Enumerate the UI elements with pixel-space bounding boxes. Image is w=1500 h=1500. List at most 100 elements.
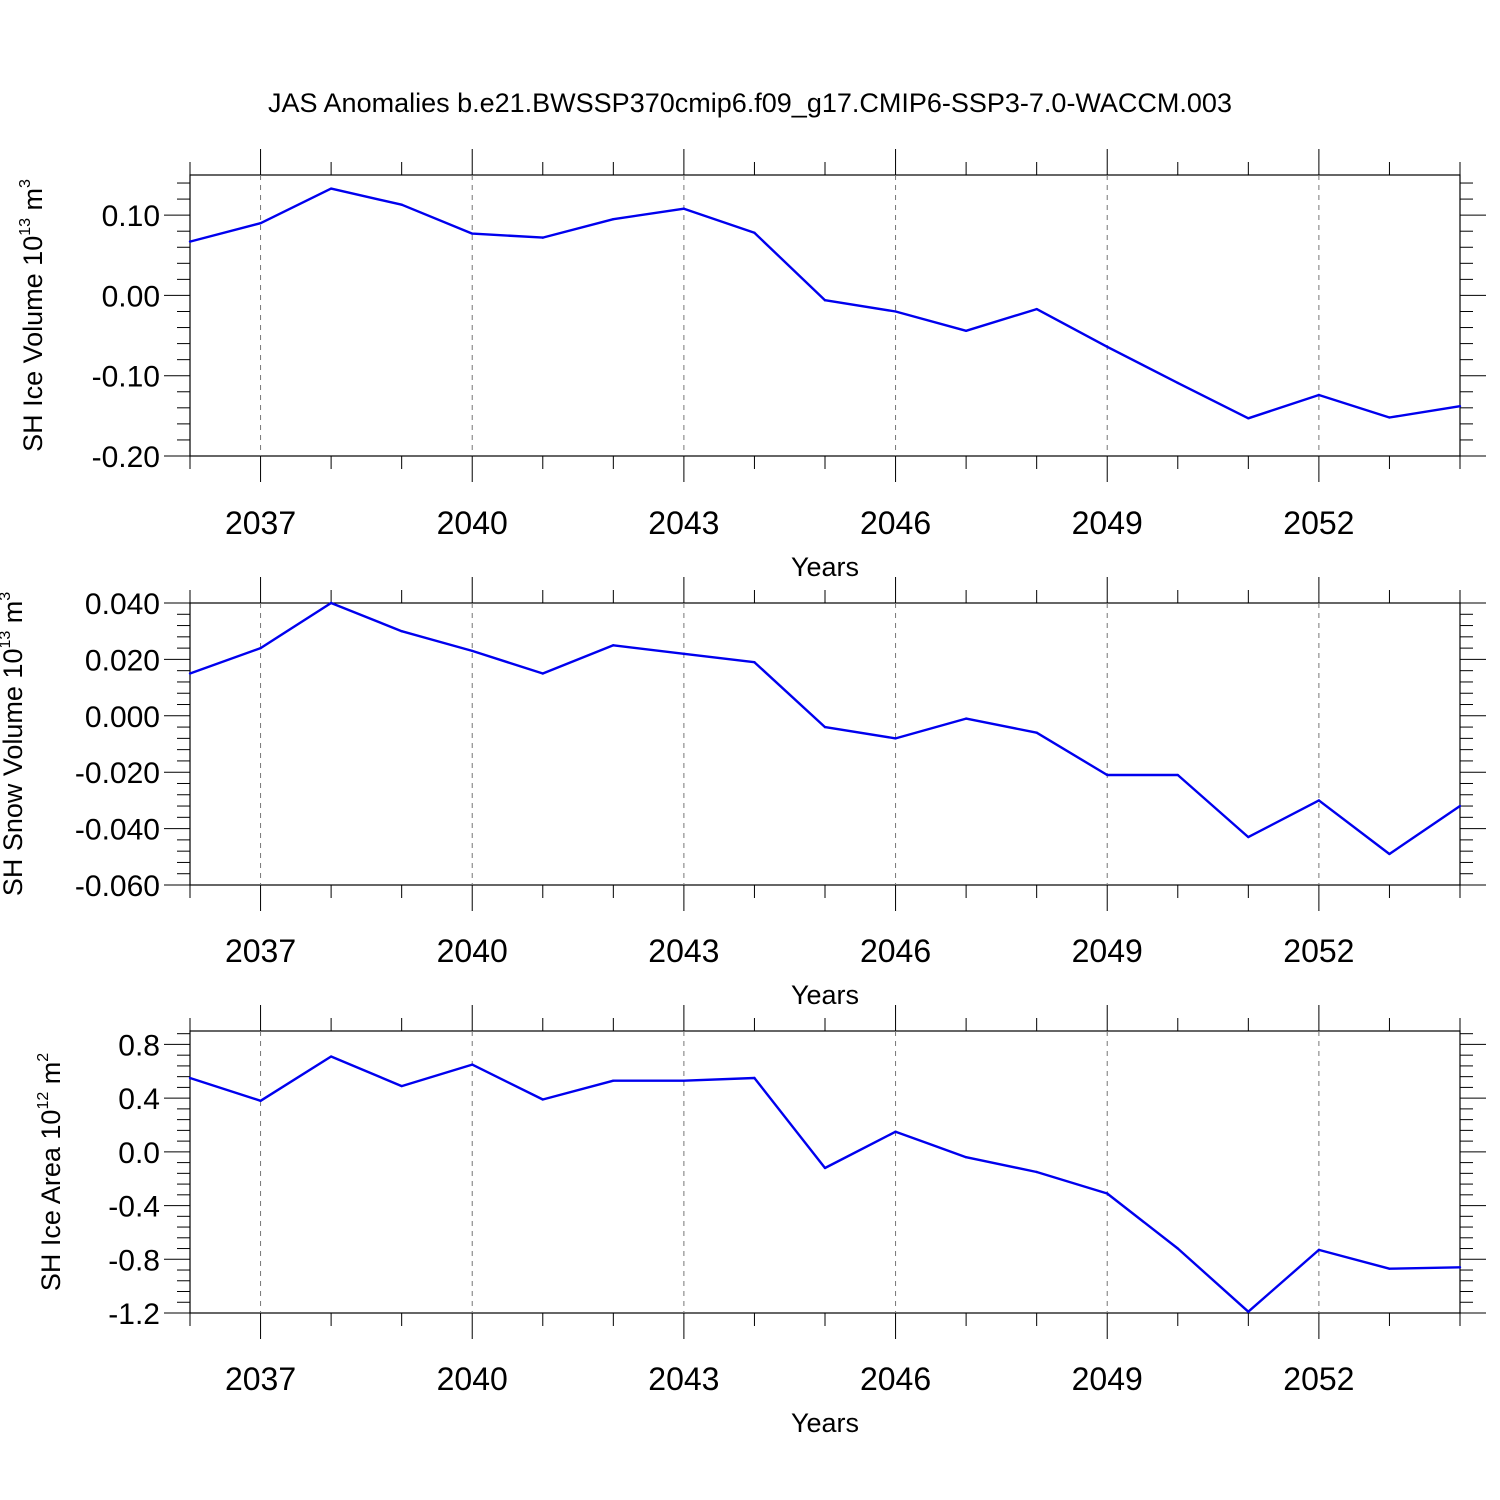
data-point [1388,1267,1391,1270]
y-tick-label: -0.10 [92,361,160,394]
data-point [188,240,192,243]
data-point [541,236,544,239]
x-tick-label: 2046 [860,933,931,969]
y-axis-label: SH Ice Area 1012 m2 [35,1053,66,1291]
y-tick-label: -0.8 [108,1244,160,1277]
x-tick-label: 2052 [1283,505,1354,541]
y-tick-label: 0.040 [85,588,160,621]
plot-frame [189,1030,1461,1314]
data-point [1247,1310,1250,1313]
data-point [471,649,474,653]
y-tick-label: 0.00 [102,280,160,313]
data-point [329,187,333,190]
data-point [259,221,262,225]
y-tick-label: 0.4 [118,1083,160,1116]
x-tick-label: 2037 [225,933,296,969]
data-point [1176,1247,1179,1250]
x-tick-label: 2049 [1072,505,1143,541]
data-point [1317,1248,1321,1252]
x-axis-label: Years [791,980,859,1010]
data-point [1035,731,1038,734]
data-point [188,672,192,675]
data-point [400,630,403,633]
data-point [259,1099,262,1103]
x-tick-label: 2037 [225,1361,296,1397]
y-axis-label: SH Snow Volume 1013 m3 [0,592,28,896]
data-point [1317,393,1321,397]
y-tick-label: 0.10 [102,200,160,233]
data-point [188,1076,192,1080]
data-point [1035,307,1038,311]
x-axis-label: Years [791,1408,859,1438]
x-tick-label: 2040 [437,933,508,969]
data-point [1106,1192,1109,1195]
y-tick-label: -0.040 [75,814,160,847]
y-tick-label: -0.060 [75,870,160,903]
data-point [682,207,686,210]
data-point [894,1130,897,1133]
data-point [541,1098,544,1101]
data-point [1247,835,1250,839]
data-point [823,299,827,302]
data-point [612,217,615,221]
y-tick-label: -0.20 [92,441,160,474]
panels: 0.10 0.00 -0.10 -0.20 2037 2040 2043 2046 2049 20… [0,149,1486,1438]
y-tick-label: 0.0 [118,1137,160,1170]
x-tick-label: 2043 [648,505,719,541]
y-tick-label: 0.000 [85,701,160,734]
panel-1: 0.10 0.00 -0.10 -0.20 2037 2040 2043 2046 2049 20… [17,149,1486,582]
data-point [329,601,333,605]
x-tick-label: 2049 [1072,1361,1143,1397]
data-point [1035,1170,1038,1174]
data-point [1388,416,1391,419]
data-point [964,717,968,720]
data-point [1247,417,1250,420]
data-point [682,652,686,655]
data-point [400,203,403,206]
x-tick-label: 2052 [1283,1361,1354,1397]
y-axis-label: SH Ice Volume 1013 m3 [17,179,48,452]
data-point [1458,1266,1462,1269]
plot-frame [189,174,1461,457]
x-tick-label: 2046 [860,1361,931,1397]
data-point [894,310,897,313]
data-point [1317,799,1321,802]
data-point [1176,381,1179,385]
x-tick-label: 2043 [648,1361,719,1397]
data-point [1176,773,1179,777]
y-tick-label: -1.2 [108,1298,160,1331]
x-tick-label: 2040 [437,1361,508,1397]
x-tick-label: 2040 [437,505,508,541]
panel-2: 0.040 0.020 0.000 -0.020 -0.040 -0.060 2037 204… [0,577,1486,1010]
y-tick-label: 0.020 [85,644,160,677]
data-point [823,1166,827,1170]
x-tick-label: 2037 [225,505,296,541]
data-point [682,1079,686,1082]
data-point [1106,773,1109,777]
x-axis-label: Years [791,552,859,582]
data-point [471,232,474,235]
data-point [259,646,262,650]
data-point [612,1079,615,1082]
series-line [189,601,1461,856]
data-point [1106,345,1109,349]
data-point [964,1156,968,1159]
chart-title: JAS Anomalies b.e21.BWSSP370cmip6.f09_g1… [268,88,1232,118]
y-tick-label: 0.8 [118,1029,160,1062]
data-point [894,737,897,740]
data-point [329,1055,333,1058]
series-line [189,1055,1461,1313]
plot-frame [189,602,1461,886]
x-tick-label: 2049 [1072,933,1143,969]
data-point [471,1063,474,1066]
data-point [964,329,968,332]
data-point [1458,405,1462,408]
series-line [189,187,1461,420]
data-point [753,1076,756,1080]
data-point [823,725,827,729]
data-point [400,1084,403,1088]
x-tick-label: 2052 [1283,933,1354,969]
x-tick-label: 2043 [648,933,719,969]
data-point [612,644,615,647]
